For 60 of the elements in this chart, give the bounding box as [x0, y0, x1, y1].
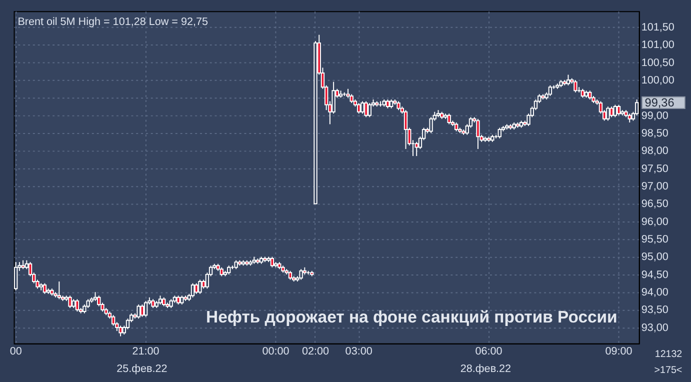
candlestick	[42, 282, 47, 294]
x-tick-label: 09:00	[605, 346, 632, 358]
candlestick	[476, 118, 480, 150]
candlestick	[368, 102, 372, 118]
candlestick	[616, 104, 621, 116]
x-tick-label: 02:00	[302, 346, 330, 358]
y-tick-label: 101,50	[641, 21, 674, 34]
candlestick	[198, 279, 202, 294]
x-tick-label: 06:00	[475, 346, 502, 358]
x-tick-label: 21:00	[132, 346, 160, 358]
y-tick-label: 95,50	[641, 234, 668, 246]
y-tick-label: 96,50	[641, 198, 668, 210]
text: 12132	[654, 349, 682, 360]
candlestick	[57, 281, 62, 300]
candlestick	[404, 110, 408, 150]
candlestick	[360, 100, 364, 114]
annotation: Нефть дорожает на фоне санкций против России	[206, 308, 618, 327]
y-tick-label: 96,00	[641, 216, 668, 228]
candlestick	[414, 141, 418, 157]
text: 99,36	[644, 96, 675, 110]
candlestick	[270, 256, 274, 268]
y-tick-label: 93,00	[641, 322, 668, 334]
candlestick	[610, 106, 614, 118]
y-tick-label: 101,00	[641, 39, 674, 52]
chart-title: Brent oil 5M High = 101,28 Low = 92,75	[18, 16, 208, 28]
y-tick-label: 97,50	[641, 162, 668, 175]
y-tick-label: 94,50	[641, 268, 668, 281]
y-tick-label: 100,50	[641, 56, 674, 69]
candlestick	[498, 127, 502, 139]
y-tick-label: 95,00	[641, 251, 668, 264]
candlestick	[144, 300, 148, 318]
candlestick	[613, 104, 618, 118]
y-tick-label: 94,00	[641, 286, 668, 299]
x-tick-label: 00:00	[262, 346, 290, 358]
candlestick	[68, 295, 72, 309]
candlestick	[118, 325, 122, 337]
candlestick	[356, 102, 361, 114]
text: 28.фев.22	[460, 362, 512, 375]
y-tick-label: 98,50	[641, 128, 668, 140]
y-tick-label: 97,00	[641, 180, 668, 193]
candlestick	[194, 282, 198, 294]
candlestick	[447, 113, 451, 125]
candlestick	[548, 84, 552, 96]
candlestick	[75, 298, 80, 312]
text: 25.фев.22	[116, 362, 168, 375]
candlestick	[190, 282, 195, 298]
x-tick-label: 03:00	[345, 346, 372, 358]
candlestick	[606, 106, 610, 122]
candlestick	[566, 74, 570, 86]
text: >175<	[654, 364, 682, 376]
y-tick-label: 100,00	[641, 74, 674, 86]
y-tick-label: 99,00	[641, 110, 668, 122]
candlestick	[136, 304, 140, 320]
candlestick	[364, 100, 368, 118]
y-tick-label: 93,50	[641, 304, 668, 316]
y-tick-label: 98,00	[641, 145, 668, 158]
candlestick	[299, 268, 303, 280]
candlestick	[574, 80, 578, 93]
candlestick	[140, 304, 144, 318]
x-tick-label: 00	[10, 346, 22, 358]
